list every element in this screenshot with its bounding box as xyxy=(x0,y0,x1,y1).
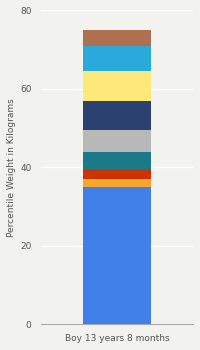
Bar xyxy=(83,101,151,130)
Bar xyxy=(83,187,151,324)
Bar xyxy=(83,169,151,179)
Bar xyxy=(83,130,151,152)
Bar xyxy=(83,179,151,187)
Bar xyxy=(83,71,151,101)
Bar xyxy=(83,30,151,46)
Bar xyxy=(83,152,151,169)
Bar xyxy=(83,46,151,71)
Y-axis label: Percentile Weight in Kilograms: Percentile Weight in Kilograms xyxy=(7,98,16,237)
